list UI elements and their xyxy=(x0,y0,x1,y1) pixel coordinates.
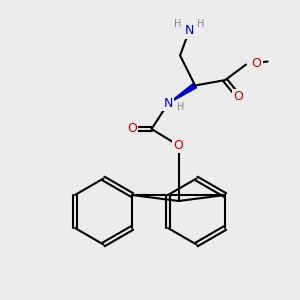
Text: O: O xyxy=(127,122,137,136)
Text: O: O xyxy=(174,139,184,152)
Text: H: H xyxy=(177,102,184,112)
Text: O: O xyxy=(234,90,244,103)
Text: N: N xyxy=(164,97,173,110)
Text: O: O xyxy=(252,56,262,70)
Polygon shape xyxy=(168,83,197,103)
Text: H: H xyxy=(174,19,182,29)
Text: N: N xyxy=(184,24,194,38)
Text: H: H xyxy=(197,19,204,29)
